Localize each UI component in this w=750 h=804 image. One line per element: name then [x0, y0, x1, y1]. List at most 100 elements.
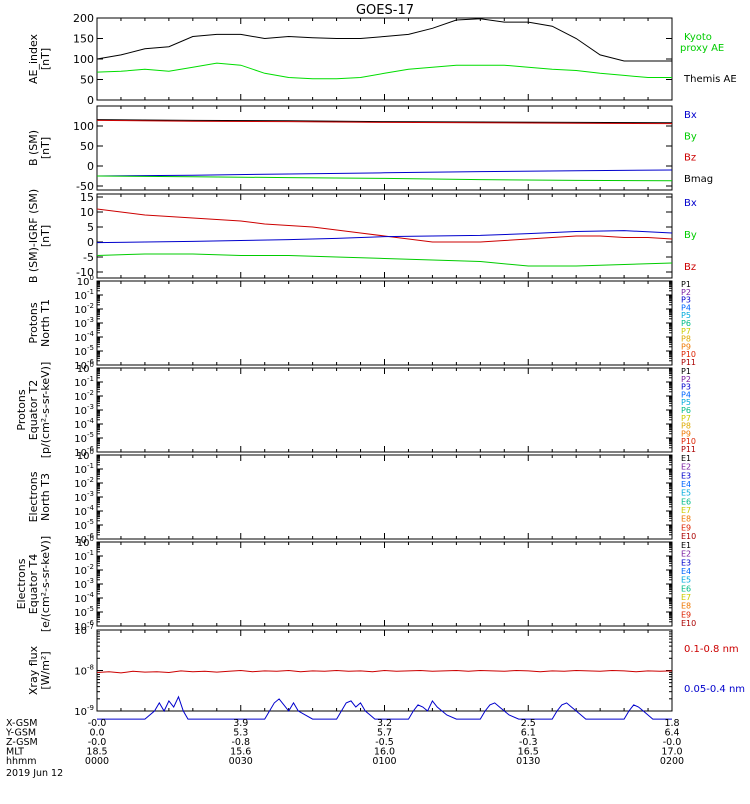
legend-entry: E3: [681, 558, 691, 567]
legend-entry: Bz: [684, 262, 696, 273]
panel-6: 10010-110-210-310-410-510-6ElectronsNort…: [27, 448, 696, 546]
tick-exponent: 0: [90, 535, 94, 543]
y-axis-label-line: AE_index: [27, 33, 40, 84]
series-bz-line: [96, 208, 673, 243]
legend-entry: P3: [681, 383, 691, 392]
legend-entry: Themis AE: [683, 74, 737, 85]
tick-base: 10: [74, 378, 87, 389]
y-tick-label: 10: [80, 206, 94, 219]
tick-exponent: -6: [87, 358, 95, 366]
tick-base: 10: [74, 465, 87, 476]
legend-entry: P9: [681, 342, 691, 351]
panel-7: 10010-110-210-310-410-510-6ElectronsEqua…: [15, 535, 696, 633]
y-axis-label-line: North T1: [39, 299, 52, 347]
date-label: 2019 Jun 12: [6, 768, 63, 779]
y-tick-label: 10-5: [74, 431, 94, 445]
series-kyoto-proxy-ae-line: [96, 62, 672, 80]
y-tick-label: 10-3: [74, 577, 94, 591]
legend-entry: P4: [681, 390, 691, 399]
tick-exponent: -6: [87, 619, 95, 627]
y-tick-label: 10-7: [74, 623, 94, 637]
legend-entry: E7: [681, 506, 691, 515]
ephemeris-value: -0.3: [519, 737, 538, 748]
y-tick-label: 10-5: [74, 518, 94, 532]
y-tick-label: 100: [77, 361, 94, 375]
ephemeris-value: 15.6: [230, 747, 251, 758]
y-axis-label-line: Equator T4: [27, 554, 40, 614]
tick-exponent: -3: [87, 490, 94, 498]
legend-entry: P8: [681, 422, 691, 431]
ephemeris-value: -0.8: [231, 737, 250, 748]
legend-entry: E4: [681, 480, 691, 489]
y-tick-label: 15: [80, 191, 94, 204]
legend: Bx By Bz: [684, 198, 697, 273]
ephemeris-value: 3.2: [377, 718, 392, 729]
panel-3: -10 -5 0 5 10 15 B (SM)-IGRF (SM)[nT] Bx By Bz: [27, 189, 697, 283]
tick-base: 10: [77, 451, 90, 462]
ephemeris-value: -0.0: [88, 718, 107, 729]
panel-4: 10010-110-210-310-410-510-6ProtonsNorth …: [27, 274, 696, 372]
y-tick-label: 10-3: [74, 490, 94, 504]
y-tick-label: 10-4: [74, 417, 94, 431]
y-tick-label: 150: [73, 33, 94, 46]
y-tick-label: 200: [73, 12, 94, 25]
tick-base: 10: [74, 319, 87, 330]
tick-exponent: -5: [87, 431, 94, 439]
ephemeris-value: 1.8: [664, 718, 679, 729]
y-tick-label: 0: [87, 236, 94, 249]
y-axis-label-line: Protons: [15, 389, 28, 430]
legend-entry: P1: [681, 280, 691, 289]
tick-exponent: -6: [87, 532, 95, 540]
legend: Bx By Bz Bmag: [684, 110, 713, 185]
tick-base: 10: [74, 608, 87, 619]
ephemeris-value: 0000: [85, 756, 109, 767]
y-tick-label: 50: [80, 74, 94, 87]
panel-frame: [96, 454, 673, 540]
legend-entry: E3: [681, 471, 691, 480]
y-axis-label-line: Equator T2: [27, 380, 40, 440]
tick-base: 10: [74, 392, 87, 403]
legend-entry: P11: [681, 445, 696, 454]
y-axis-label-line: Xray flux: [27, 645, 40, 695]
legend-entry: P11: [681, 358, 696, 367]
y-axis-label-line: Electrons: [15, 558, 28, 609]
legend-entry: P10: [681, 437, 696, 446]
panel-frame: [96, 541, 673, 627]
y-tick-label: 0: [87, 160, 94, 173]
y-tick-label: 10-4: [74, 504, 94, 518]
legend-entry: P9: [681, 429, 691, 438]
series-by-line: [96, 175, 673, 182]
tick-base: 10: [74, 521, 87, 532]
legend-entry: Bx: [684, 110, 697, 121]
tick-base: 10: [74, 305, 87, 316]
panel-frame: [96, 367, 673, 453]
tick-base: 10: [74, 594, 87, 605]
y-tick-label: 10-9: [74, 704, 94, 718]
y-tick-label: 100: [77, 448, 94, 462]
series-0-05-0-4-nm-line: [97, 695, 672, 720]
y-axis-label-line: B (SM)-IGRF (SM): [27, 189, 40, 283]
tick-base: 10: [74, 420, 87, 431]
legend-entry: Bmag: [684, 174, 713, 185]
tick-exponent: -3: [87, 577, 94, 585]
tick-base: 10: [74, 552, 87, 563]
legend-entry: E2: [681, 463, 691, 472]
legend-entry: By: [684, 230, 697, 241]
legend-entry: E1: [681, 454, 691, 463]
legend-entry: Bz: [684, 153, 696, 164]
y-axis-label-line: [nT]: [39, 48, 52, 70]
tick-base: 10: [74, 493, 87, 504]
tick-base: 10: [74, 347, 87, 358]
legend-entry: P2: [681, 375, 691, 384]
ephemeris-value: -0.5: [375, 737, 394, 748]
tick-base: 10: [74, 535, 87, 546]
tick-base: 10: [77, 364, 90, 375]
tick-base: 10: [74, 566, 87, 577]
ephemeris-value: 17.0: [661, 747, 682, 758]
tick-exponent: -5: [87, 518, 94, 526]
y-tick-label: 10-4: [74, 330, 94, 344]
tick-exponent: 0: [90, 274, 94, 282]
tick-exponent: -6: [87, 445, 95, 453]
